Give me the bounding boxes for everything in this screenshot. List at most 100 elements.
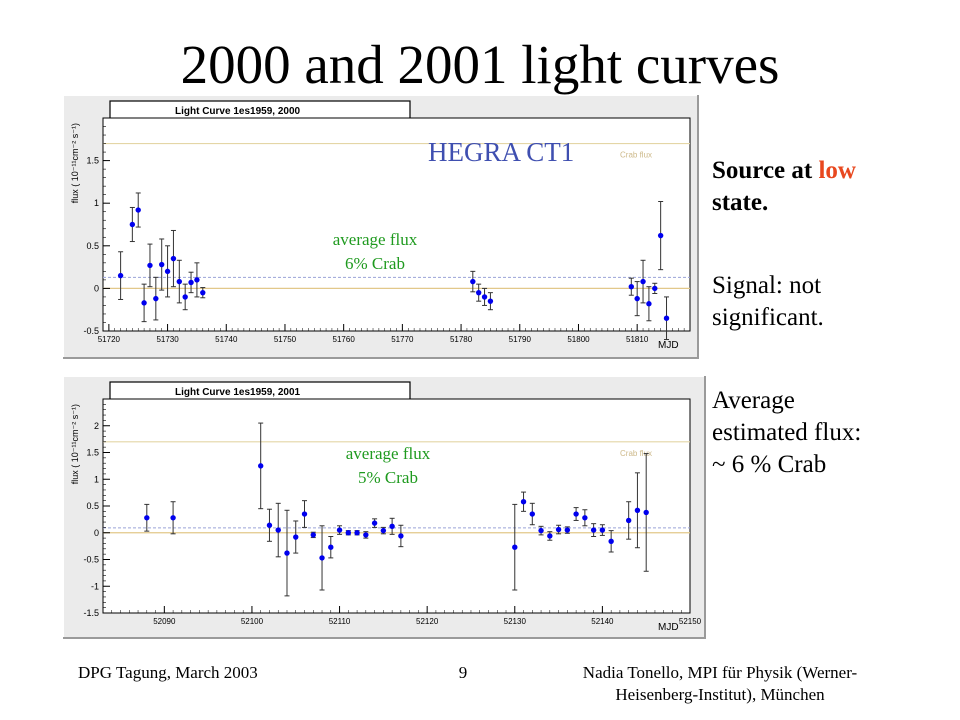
x-axis-label: MJD (658, 340, 679, 351)
x-tick-label: 51730 (156, 335, 179, 344)
light-curve-2001-panel: Light Curve 1es1959, 2001 Crab flux -1.5 -1… (63, 376, 706, 639)
plot-frame (102, 117, 691, 332)
footer-right-line2: Heisenberg-Institut), München (615, 685, 825, 704)
average-flux-line3: ~ 6 % Crab (712, 451, 827, 478)
data-point (564, 527, 571, 533)
signal-line1: Signal: not (712, 272, 822, 299)
x-tick-label: 52100 (241, 617, 264, 626)
y-tick-label: 0.5 (86, 501, 99, 511)
average-flux-line1: Average (712, 387, 795, 414)
crab-flux-label: Crab flux (620, 449, 652, 458)
data-point (487, 298, 494, 304)
x-axis-label: MJD (658, 622, 679, 633)
data-point (144, 515, 150, 521)
data-point (170, 515, 176, 521)
data-point (475, 289, 482, 296)
y-tick-label: 1 (94, 198, 99, 208)
data-point (319, 555, 325, 561)
data-point (608, 538, 614, 545)
data-point (380, 527, 387, 534)
slide-title: 2000 and 2001 light curves (180, 34, 780, 95)
data-point (293, 534, 299, 540)
data-point (328, 544, 334, 550)
data-point (625, 517, 632, 524)
data-point (336, 527, 343, 533)
data-point (258, 463, 264, 469)
signal-line2: significant. (712, 304, 824, 331)
source-state-low: low (818, 157, 856, 184)
average-flux-2001-line1: average flux (345, 444, 431, 463)
y-tick-label: 1.5 (86, 156, 99, 166)
footer-right: Nadia Tonello, MPI für Physik (Werner- H… (560, 662, 880, 706)
x-tick-label: 51740 (215, 335, 238, 344)
data-point (657, 232, 664, 239)
data-point (182, 294, 188, 300)
data-point (188, 279, 194, 286)
average-flux-text: Average estimated flux: ~ 6 % Crab (712, 385, 861, 481)
plot-frame (102, 398, 691, 614)
y-tick-label: 0 (94, 283, 99, 293)
data-point (363, 532, 369, 538)
data-point (628, 283, 634, 290)
data-point (547, 533, 553, 539)
data-point (153, 295, 159, 302)
x-tick-label: 51760 (333, 335, 356, 344)
data-point (470, 278, 476, 285)
plot-header-title: Light Curve 1es1959, 2000 (175, 106, 301, 117)
light-curve-2001-chart: Light Curve 1es1959, 2001 Crab flux -1.5 -1… (70, 381, 702, 633)
average-flux-2000-line1: average flux (332, 230, 418, 249)
data-point (310, 532, 316, 538)
x-tick-label: 52130 (504, 617, 527, 626)
data-point (389, 523, 395, 530)
x-tick-label: 51810 (626, 335, 649, 344)
source-state-suffix: state. (712, 189, 769, 216)
data-point (284, 550, 290, 556)
data-point (538, 527, 544, 534)
data-point (643, 509, 649, 516)
data-point (371, 520, 378, 526)
footer-page-number: 9 (458, 663, 468, 682)
data-point (663, 315, 670, 321)
data-point (176, 278, 183, 285)
data-point (147, 262, 153, 269)
data-point (398, 533, 404, 539)
data-point (640, 278, 646, 285)
crab-flux-label: Crab flux (620, 151, 652, 160)
source-state-prefix: Source at (712, 157, 819, 184)
data-point (170, 255, 177, 262)
data-point (345, 530, 352, 536)
x-tick-label: 51750 (274, 335, 297, 344)
x-tick-label: 52090 (153, 617, 176, 626)
data-point (135, 207, 141, 213)
data-point (129, 221, 136, 228)
average-flux-2000-line2: 6% Crab (345, 254, 405, 273)
x-tick-label: 51790 (509, 335, 532, 344)
footer-right-line1: Nadia Tonello, MPI für Physik (Werner- (582, 663, 858, 682)
x-tick-label: 51720 (98, 335, 121, 344)
x-tick-label: 51770 (391, 335, 414, 344)
y-tick-label: -0.5 (83, 555, 99, 565)
data-point (141, 300, 147, 306)
y-tick-label: -0.5 (83, 326, 99, 336)
y-tick-label: -1 (91, 581, 99, 591)
data-point (555, 526, 562, 533)
x-tick-label: 52140 (591, 617, 614, 626)
x-tick-label: 51780 (450, 335, 473, 344)
data-point (529, 511, 535, 517)
y-tick-label: 0 (94, 528, 99, 538)
average-flux-2000-label: average flux 6% Crab (300, 228, 450, 276)
data-point (117, 272, 124, 279)
data-point (200, 289, 206, 296)
data-point (652, 285, 658, 292)
data-point (520, 499, 527, 505)
y-axis-label: flux ( 10⁻¹¹cm⁻² s⁻¹) (70, 123, 80, 203)
source-state-text: Source at low state. (712, 155, 856, 219)
x-tick-label: 52150 (679, 617, 702, 626)
data-point (301, 511, 308, 517)
light-curve-2000-chart: Light Curve 1es1959, 2000 Crab flux -0.5 0 0… (70, 100, 691, 351)
data-point (354, 530, 360, 536)
data-point (194, 277, 200, 283)
data-point (481, 294, 488, 300)
light-curve-2000-panel: Light Curve 1es1959, 2000 Crab flux -0.5 0 0… (63, 95, 699, 359)
data-point (164, 268, 171, 275)
